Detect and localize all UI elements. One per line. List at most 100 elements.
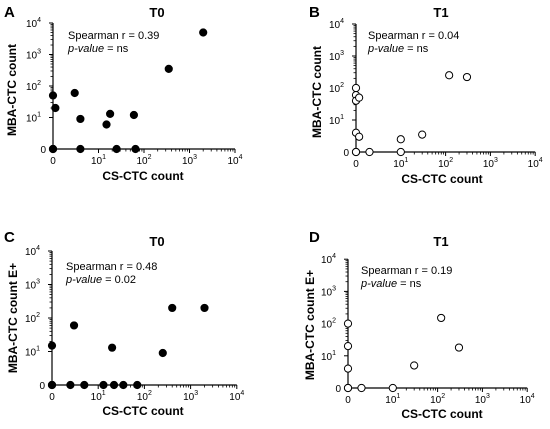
panel-c: C T0 0 101 102 103 104 0 101 102 103 104 CS-CTC coun…: [4, 229, 244, 418]
data-point: [129, 110, 139, 120]
y-axis-label: MBA-CTC count E+: [303, 270, 317, 380]
y-tick-label: 104: [26, 17, 41, 30]
x-tick-label: 102: [430, 393, 445, 406]
data-point: [357, 383, 366, 393]
x-tick-exponent: 4: [539, 157, 543, 164]
spearman-label: Spearman r = 0.48: [66, 261, 157, 273]
x-tick-exponent: 2: [441, 393, 445, 400]
data-point: [168, 303, 177, 313]
x-tick-label: 101: [393, 157, 408, 170]
data-point: [51, 103, 60, 113]
data-point: [343, 319, 353, 328]
y-tick-label: 104: [25, 245, 40, 258]
p-value-text: = 0.02: [102, 274, 136, 286]
y-tick-exponent: 2: [37, 80, 41, 87]
y-tick-exponent: 3: [332, 285, 336, 292]
x-tick-exponent: 4: [531, 393, 535, 400]
y-tick-label: 0: [39, 381, 45, 392]
y-tick-exponent: 3: [36, 279, 40, 286]
data-point: [200, 303, 209, 313]
y-tick-exponent: 3: [37, 49, 41, 56]
data-point: [109, 380, 119, 390]
y-tick-exponent: 1: [36, 346, 40, 353]
data-point: [66, 380, 75, 390]
data-point: [462, 72, 472, 82]
data-point: [343, 364, 353, 373]
p-value-italic: p-value: [367, 43, 404, 55]
chart-title: T1: [433, 5, 448, 20]
y-tick-label: 103: [26, 49, 41, 62]
y-tick-label: 103: [25, 279, 40, 292]
x-tick-exponent: 1: [396, 393, 400, 400]
chart-title: T0: [149, 5, 164, 20]
x-tick-label: 0: [345, 395, 351, 406]
spearman-label: Spearman r = 0.04: [368, 30, 459, 42]
x-tick-label: 104: [520, 393, 535, 406]
data-point: [112, 144, 121, 154]
x-tick-label: 101: [91, 154, 106, 167]
y-tick-label: 0: [335, 384, 341, 395]
data-point: [158, 348, 167, 358]
panel-letter: C: [4, 229, 15, 246]
data-point: [396, 135, 405, 144]
data-point: [48, 91, 58, 100]
panel-d: D T1 0 101 102 103 104 0 101 102 103 104 CS-CTC coun…: [303, 229, 535, 421]
p-value-text: = ns: [104, 43, 129, 55]
x-tick-label: 0: [50, 156, 56, 167]
x-tick-label: 104: [528, 157, 543, 170]
p-value-text: = ns: [397, 278, 422, 290]
x-tick-label: 103: [182, 154, 197, 167]
x-tick-label: 101: [91, 390, 106, 403]
data-point: [76, 114, 85, 124]
data-point: [343, 383, 353, 393]
data-point: [99, 380, 108, 390]
spearman-label: Spearman r = 0.19: [361, 265, 452, 277]
y-tick-label: 101: [329, 114, 344, 127]
data-point: [69, 321, 79, 330]
data-point: [365, 147, 374, 157]
x-tick-exponent: 2: [148, 390, 152, 397]
x-tick-exponent: 2: [449, 157, 453, 164]
data-point: [388, 383, 397, 393]
data-point: [418, 130, 427, 139]
x-axis-label: CS-CTC count: [102, 169, 183, 183]
data-point: [351, 83, 361, 93]
y-tick-exponent: 3: [340, 50, 344, 57]
y-tick-exponent: 4: [37, 17, 41, 24]
x-axis-label: CS-CTC count: [401, 407, 482, 421]
x-tick-exponent: 3: [193, 154, 197, 161]
data-point: [102, 120, 111, 129]
data-point: [396, 147, 405, 157]
data-point: [119, 380, 128, 390]
y-tick-exponent: 4: [36, 245, 40, 252]
panel-a: A T0 0 101 102 103 104 0 101 102 103 104 CS-CTC coun…: [4, 4, 243, 183]
data-point: [47, 341, 57, 350]
panel-letter: D: [309, 229, 320, 246]
y-axis-label: MBA-CTC count E+: [6, 263, 20, 373]
data-point: [437, 313, 446, 323]
x-tick-label: 0: [353, 159, 359, 170]
data-point: [199, 28, 208, 37]
panel-letter: B: [309, 4, 320, 21]
x-tick-label: 103: [183, 390, 198, 403]
y-tick-label: 101: [321, 350, 336, 363]
y-tick-label: 101: [25, 346, 40, 359]
panel-b: B T1 0 101 102 103 104 0 101 102 103 104 CS-CTC coun…: [309, 4, 543, 186]
y-tick-label: 0: [40, 145, 46, 156]
p-value-italic: p-value: [67, 43, 104, 55]
data-point: [343, 342, 353, 351]
y-tick-label: 102: [25, 312, 40, 325]
data-point: [355, 132, 364, 141]
data-point: [355, 93, 364, 102]
data-point: [80, 380, 89, 390]
y-axis-label: MBA-CTC count: [5, 44, 19, 136]
x-tick-label: 104: [227, 154, 242, 167]
p-value-label: p-value = 0.02: [65, 274, 136, 286]
x-tick-exponent: 4: [239, 154, 243, 161]
y-tick-exponent: 1: [340, 114, 344, 121]
data-point: [351, 147, 361, 157]
panel-letter: A: [4, 4, 15, 21]
spearman-label: Spearman r = 0.39: [68, 30, 159, 42]
y-tick-exponent: 2: [36, 312, 40, 319]
